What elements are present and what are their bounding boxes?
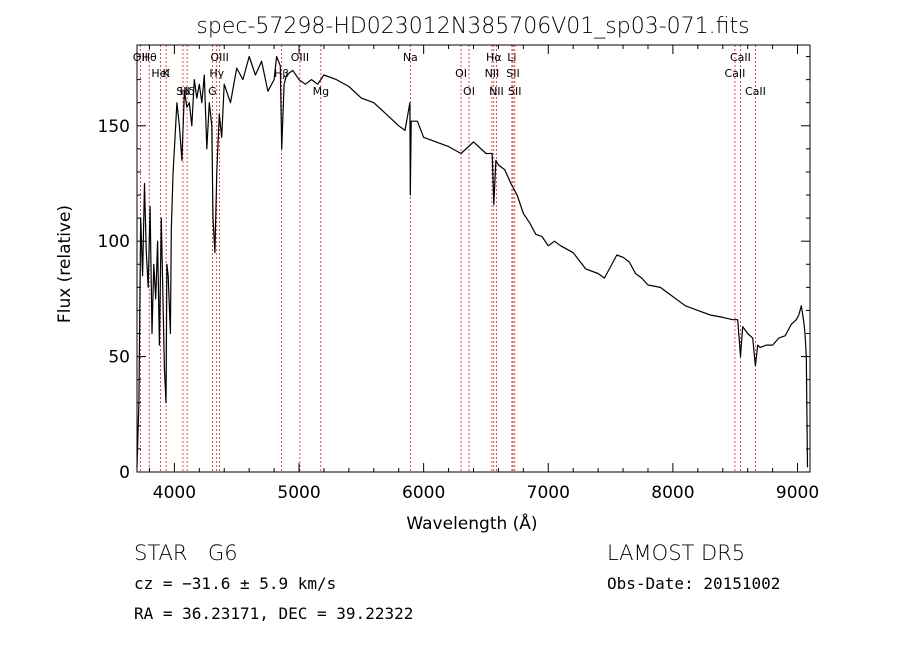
line-label: Li — [507, 51, 516, 64]
line-label: Mg — [313, 85, 329, 98]
x-tick-label: 9000 — [776, 483, 819, 503]
line-label: Hγ — [209, 67, 224, 80]
plot-frame — [136, 44, 811, 473]
object-type: STAR — [134, 541, 188, 565]
line-label: K — [163, 67, 171, 80]
line-label: SII — [506, 67, 519, 80]
redshift-info: cz = −31.6 ± 5.9 km/s — [134, 574, 337, 593]
x-tick-label: 4000 — [153, 483, 196, 503]
y-axis-label: Flux (relative) — [55, 205, 75, 323]
line-label: OIII — [291, 51, 309, 64]
x-axis-label: Wavelength (Å) — [406, 512, 537, 534]
line-label: OI — [455, 67, 467, 80]
line-label: Hβ — [274, 67, 289, 80]
y-tick-label: 0 — [119, 463, 130, 483]
x-tick-label: 7000 — [527, 483, 570, 503]
line-label: OI — [463, 85, 475, 98]
line-label: Hδ — [180, 85, 195, 98]
x-tick-label: 5000 — [277, 483, 320, 503]
x-tick-label: 6000 — [402, 483, 445, 503]
line-label: CaII — [745, 85, 766, 98]
observation-date: Obs-Date: 20151002 — [607, 574, 781, 593]
line-label: OIII — [210, 51, 228, 64]
line-markers — [139, 45, 756, 472]
axis-ticks: 4000 5000 6000 7000 8000 9000 0 50 100 150 — [98, 45, 819, 503]
y-tick-label: 50 — [108, 348, 130, 368]
coordinates-info: RA = 36.23171, DEC = 39.22322 — [134, 604, 414, 623]
y-tick-label: 150 — [98, 117, 130, 137]
x-tick-label: 8000 — [651, 483, 694, 503]
line-label: NII — [485, 67, 500, 80]
chart-title: spec-57298-HD023012N385706V01_sp03-071.f… — [196, 14, 749, 39]
y-tick-label: 100 — [98, 232, 130, 252]
line-label: CaII — [725, 67, 746, 80]
spectrum-line — [136, 55, 809, 468]
survey-name: LAMOST DR5 — [607, 541, 746, 565]
line-label: Hα — [486, 51, 502, 64]
line-label: Hθ — [142, 51, 157, 64]
line-label: SII — [176, 85, 189, 98]
line-label: HeI — [151, 67, 169, 80]
line-label: SII — [508, 85, 521, 98]
line-label: NII — [489, 85, 504, 98]
line-label: G — [208, 85, 217, 98]
line-label: Na — [403, 51, 418, 64]
line-label: CaII — [730, 51, 751, 64]
line-labels: HθKHδOIIHeISIIOIIIHγGOIIIHβMgNaOIOIHαSII… — [133, 51, 766, 98]
line-label: OII — [133, 51, 148, 64]
spectral-subclass: G6 — [208, 541, 238, 565]
